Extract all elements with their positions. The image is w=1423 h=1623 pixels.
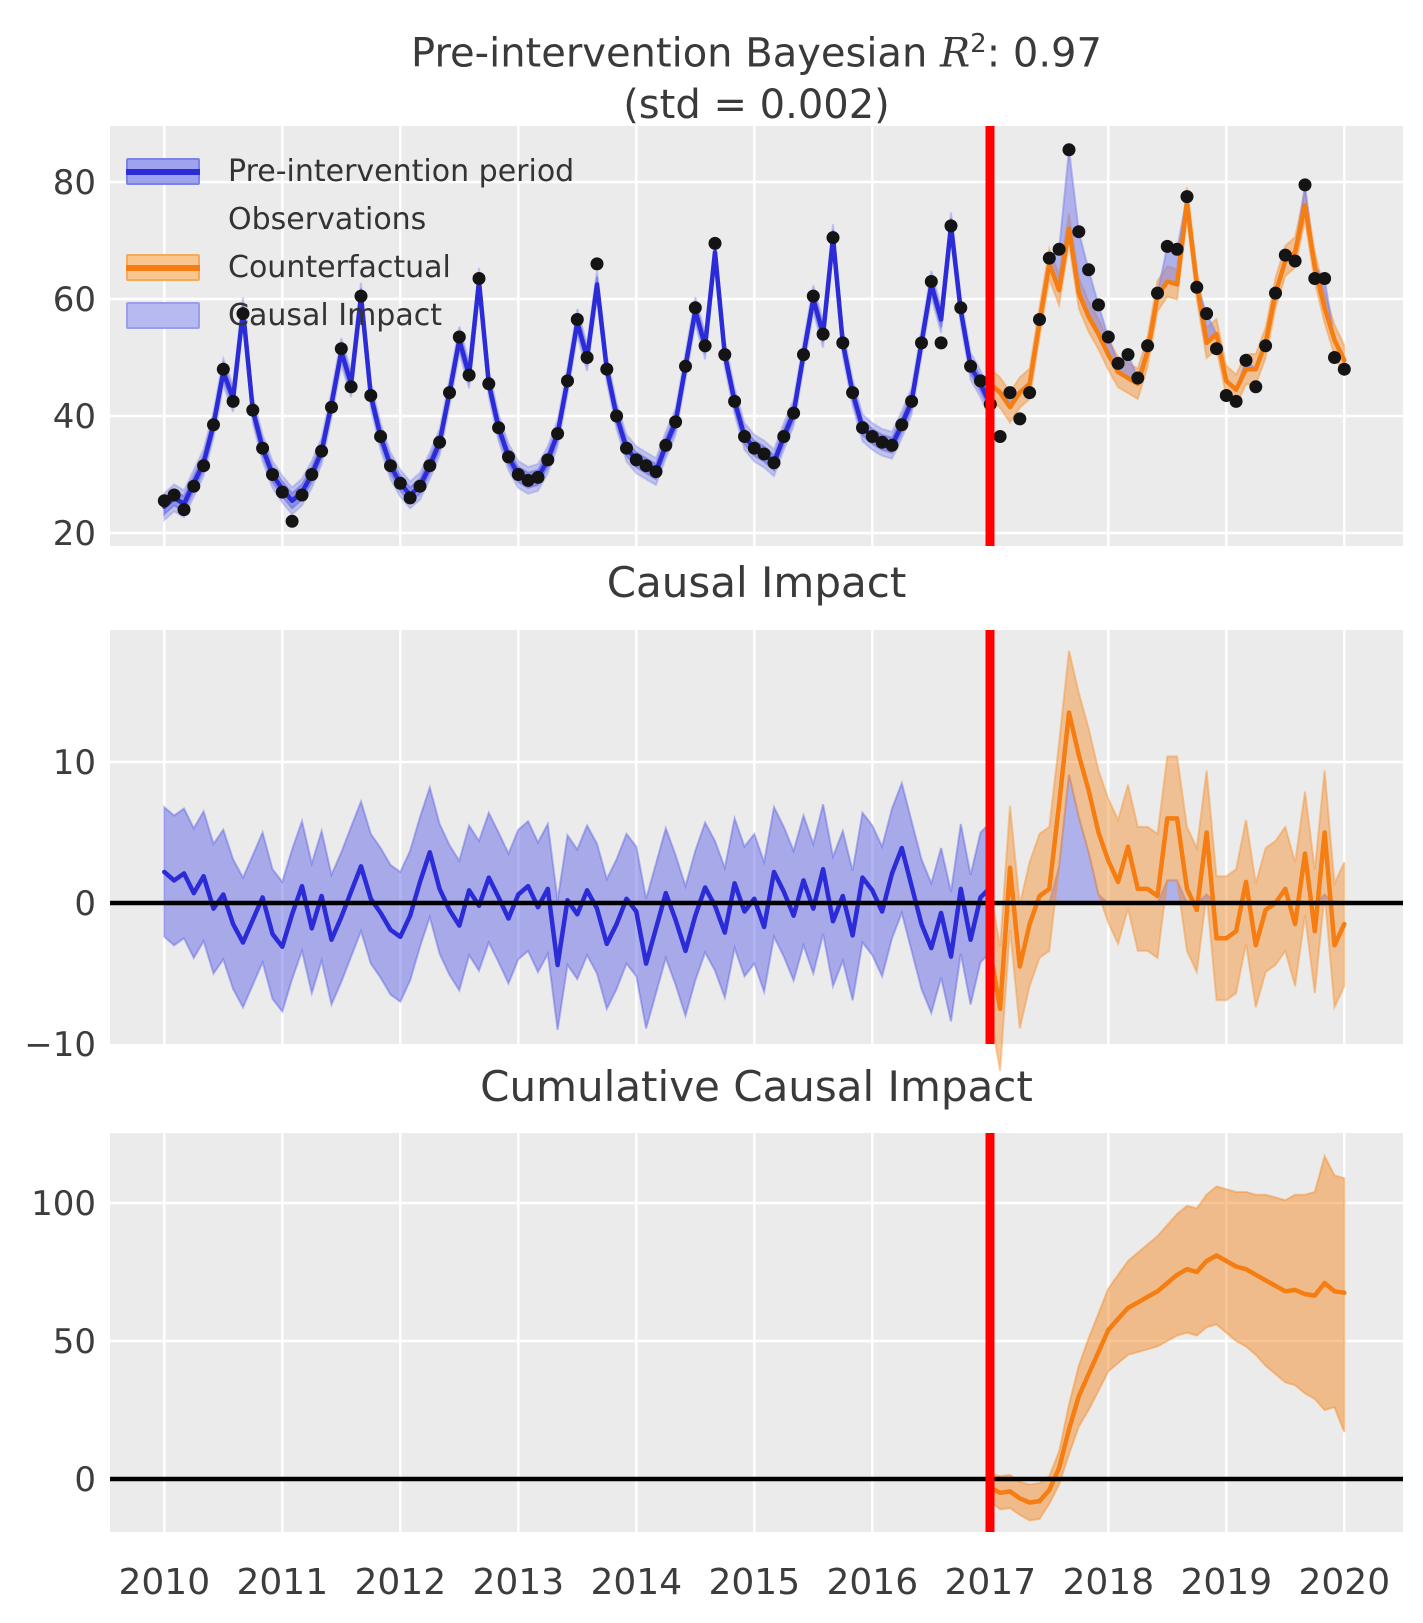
- svg-text:2016: 2016: [826, 1562, 918, 1603]
- legend-item-observations: Observations: [126, 195, 574, 243]
- top-plot: 20 40 60 80: [53, 126, 1403, 554]
- legend-label: Pre-intervention period: [228, 153, 575, 189]
- svg-text:10: 10: [53, 743, 96, 783]
- orange-band-swatch-icon: [126, 253, 200, 281]
- pre-impact-line: [162, 845, 993, 968]
- middle-plot: −10 0 10: [24, 630, 1403, 1071]
- svg-text:2012: 2012: [354, 1562, 446, 1603]
- legend: Pre-intervention period Observations Cou…: [126, 147, 574, 339]
- svg-text:0: 0: [74, 1460, 96, 1500]
- legend-item-pre-intervention: Pre-intervention period: [126, 147, 574, 195]
- post-impact-line: [988, 710, 1347, 1012]
- legend-item-counterfactual: Counterfactual: [126, 243, 574, 291]
- svg-text:2020: 2020: [1298, 1562, 1390, 1603]
- svg-text:80: 80: [53, 163, 96, 203]
- svg-text:100: 100: [31, 1184, 96, 1224]
- bottom-plot: 0 50 100: [31, 1133, 1403, 1532]
- svg-text:2017: 2017: [944, 1562, 1036, 1603]
- legend-label: Observations: [228, 201, 427, 237]
- svg-text:2015: 2015: [708, 1562, 800, 1603]
- svg-text:2014: 2014: [590, 1562, 682, 1603]
- legend-item-causal-impact: Causal Impact: [126, 291, 574, 339]
- black-dot-icon: [126, 206, 200, 233]
- observations-dots: [157, 143, 1351, 528]
- svg-text:2019: 2019: [1180, 1562, 1272, 1603]
- legend-label: Counterfactual: [228, 249, 451, 285]
- light-blue-band-swatch-icon: [126, 301, 200, 329]
- cumulative-band: [989, 1153, 1346, 1522]
- svg-text:2011: 2011: [236, 1562, 328, 1603]
- legend-label: Causal Impact: [228, 297, 442, 333]
- figure-title-line2: (std = 0.002): [623, 82, 890, 129]
- figure-title-line1: Pre-intervention Bayesian R2: 0.97: [411, 29, 1102, 77]
- blue-band-swatch-icon: [126, 157, 200, 185]
- cumulative-line: [988, 1253, 1347, 1505]
- svg-text:0: 0: [74, 884, 96, 924]
- svg-text:2018: 2018: [1062, 1562, 1154, 1603]
- bottom-plot-title: Cumulative Causal Impact: [480, 1062, 1033, 1111]
- svg-text:60: 60: [53, 280, 96, 320]
- svg-text:50: 50: [53, 1322, 96, 1362]
- x-axis-labels: 2010 2011 2012 2013 2014 2015 2016 2017 2018 2019…: [118, 1562, 1390, 1603]
- svg-text:2010: 2010: [118, 1562, 210, 1603]
- svg-text:20: 20: [53, 514, 96, 554]
- svg-text:−10: −10: [24, 1025, 96, 1065]
- svg-text:40: 40: [53, 397, 96, 437]
- svg-text:2013: 2013: [472, 1562, 564, 1603]
- figure-title: Pre-intervention Bayesian R2: 0.97 (std …: [110, 18, 1403, 131]
- middle-plot-title: Causal Impact: [606, 558, 907, 607]
